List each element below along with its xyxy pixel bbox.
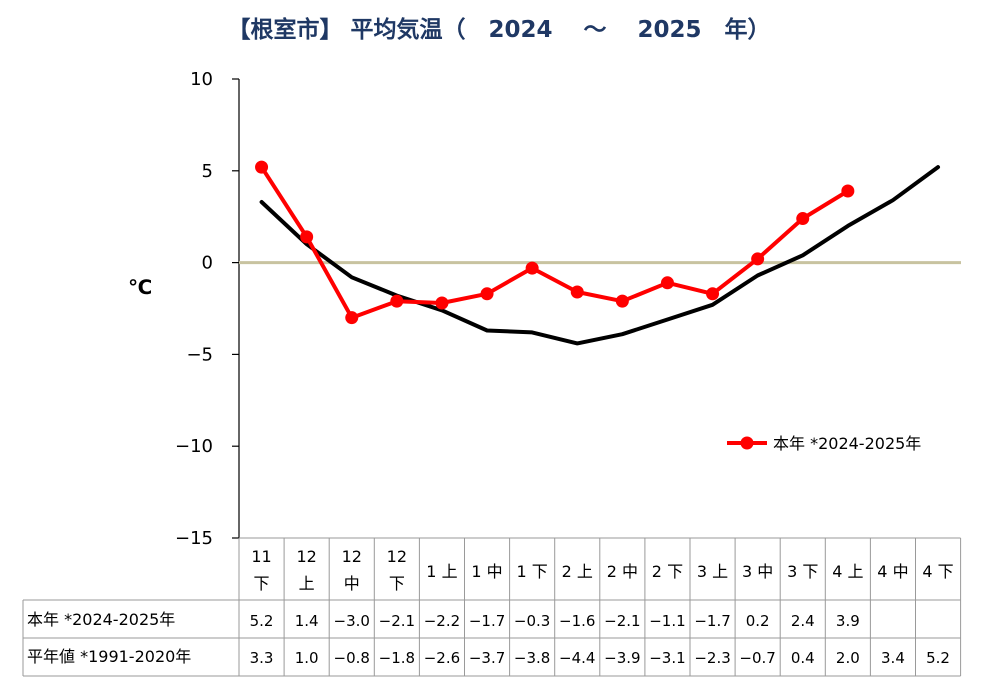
table-cell-value: 0.4 [791,649,815,667]
category-label: 中 [344,574,360,593]
table-cell-value: −1.6 [559,612,595,630]
current-year-point [706,287,720,301]
table-cell-value: −0.7 [739,649,775,667]
current-year-point [841,184,855,198]
table-cell-value: −2.2 [424,612,460,630]
current-year-point [345,311,359,325]
category-label: 12 [342,547,362,566]
current-year-point [300,230,314,244]
table-cell-value: −2.3 [694,649,730,667]
category-label: 1 上 [426,562,457,581]
table-cell-value: −0.8 [334,649,370,667]
current-year-point [255,160,269,174]
category-label: 3 中 [742,562,773,581]
current-year-line [259,165,850,320]
table-cell-value: 2.4 [791,612,815,630]
table-cell-value: −2.6 [424,649,460,667]
table-cell-value: −3.9 [604,649,640,667]
table-cell-value: −1.1 [649,612,685,630]
table-row-label: 本年 *2024-2025年 [27,610,175,629]
legend-label: 本年 *2024-2025年 [773,434,921,453]
table-cell-value: −1.7 [469,612,505,630]
legend-marker [740,436,754,450]
category-label: 12 [296,547,316,566]
table-cell-value: 2.0 [836,649,860,667]
y-tick-label: −15 [175,528,213,549]
current-year-point [525,261,539,275]
category-label: 3 下 [787,562,818,581]
current-year-point [796,212,810,226]
y-tick-label: −5 [186,344,213,365]
chart-title: 【根室市】 平均気温（ 2024 ～ 2025 年） [227,17,771,43]
table-row-label: 平年値 *1991-2020年 [27,647,191,666]
table-cell-value: −3.8 [514,649,550,667]
current-year-point [570,285,584,299]
category-label: 2 上 [562,562,593,581]
table-cell-value: −2.1 [379,612,415,630]
table-cell-value: −1.8 [379,649,415,667]
current-year-point [660,276,674,290]
current-year-point [435,296,449,310]
y-tick-label: 0 [202,253,213,274]
category-label: 4 下 [922,562,953,581]
category-label: 11 [251,547,271,566]
table-cell-value: 5.2 [250,612,274,630]
category-label: 12 [387,547,407,566]
y-tick-label: 10 [190,69,213,90]
table-cell-value: −3.7 [469,649,505,667]
category-label: 2 中 [607,562,638,581]
table-cell-value: −1.7 [694,612,730,630]
current-year-point [390,294,404,308]
table-cell-value: −0.3 [514,612,550,630]
table-cell-value: 3.3 [250,649,274,667]
current-year-point [751,252,765,266]
current-year-point [480,287,494,301]
category-label: 3 上 [697,562,728,581]
table-cell-value: 3.4 [881,649,905,667]
y-axis-label: ℃ [128,275,152,299]
normal-line [259,165,940,346]
table-cell-value: 1.4 [295,612,319,630]
category-label: 4 上 [832,562,863,581]
y-tick-label: 5 [202,161,213,182]
table-cell-value: −2.1 [604,612,640,630]
table-cell-value: 0.2 [746,612,770,630]
category-label: 下 [389,574,405,593]
table-cell-value: −3.1 [649,649,685,667]
table-cell-value: −4.4 [559,649,595,667]
category-label: 1 中 [471,562,502,581]
table-cell-value: 5.2 [926,649,950,667]
category-label: 2 下 [652,562,683,581]
y-tick-label: −10 [175,436,213,457]
category-label: 上 [299,574,315,593]
category-label: 1 下 [517,562,548,581]
category-label: 4 中 [877,562,908,581]
table-cell-value: 1.0 [295,649,319,667]
category-label: 下 [254,574,270,593]
table-cell-value: −3.0 [334,612,370,630]
current-year-point [615,294,629,308]
table-cell-value: 3.9 [836,612,860,630]
